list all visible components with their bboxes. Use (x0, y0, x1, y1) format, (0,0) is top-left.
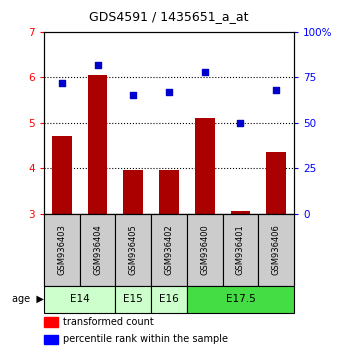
Text: GSM936404: GSM936404 (93, 224, 102, 275)
Bar (187, 213, 223, 286)
Point (59, 80, 65, 86)
Point (202, 69, 208, 75)
Text: GSM936401: GSM936401 (236, 224, 245, 275)
Text: E14: E14 (70, 295, 90, 304)
Bar (80, 213, 115, 286)
Point (130, 93, 136, 98)
Bar (123, 171, 143, 213)
Bar (88, 75, 107, 213)
Point (273, 87, 279, 93)
Bar (231, 211, 250, 213)
Bar (44, 286, 115, 313)
Bar (151, 213, 187, 286)
Bar (266, 152, 286, 213)
Text: GSM936406: GSM936406 (272, 224, 281, 275)
Text: transformed count: transformed count (63, 317, 153, 327)
Text: GSM936400: GSM936400 (200, 224, 209, 275)
Bar (151, 286, 187, 313)
Bar (52, 136, 72, 213)
Text: E15: E15 (123, 295, 143, 304)
Bar (115, 286, 151, 313)
Bar (223, 213, 258, 286)
Text: GSM936402: GSM936402 (165, 224, 173, 275)
Text: GDS4591 / 1435651_a_at: GDS4591 / 1435651_a_at (89, 10, 249, 23)
Bar (44, 335, 58, 344)
Text: age  ▶: age ▶ (12, 295, 44, 304)
Bar (44, 213, 80, 286)
Text: E17.5: E17.5 (225, 295, 255, 304)
Point (238, 120, 243, 126)
Point (166, 89, 172, 95)
Text: GSM936403: GSM936403 (57, 224, 66, 275)
Point (95, 62, 100, 67)
Text: percentile rank within the sample: percentile rank within the sample (63, 335, 228, 344)
Bar (195, 118, 215, 213)
Bar (187, 286, 294, 313)
Text: E16: E16 (159, 295, 179, 304)
Bar (44, 318, 58, 327)
Text: GSM936405: GSM936405 (129, 224, 138, 275)
Bar (115, 213, 151, 286)
Bar (258, 213, 294, 286)
Bar (159, 171, 179, 213)
